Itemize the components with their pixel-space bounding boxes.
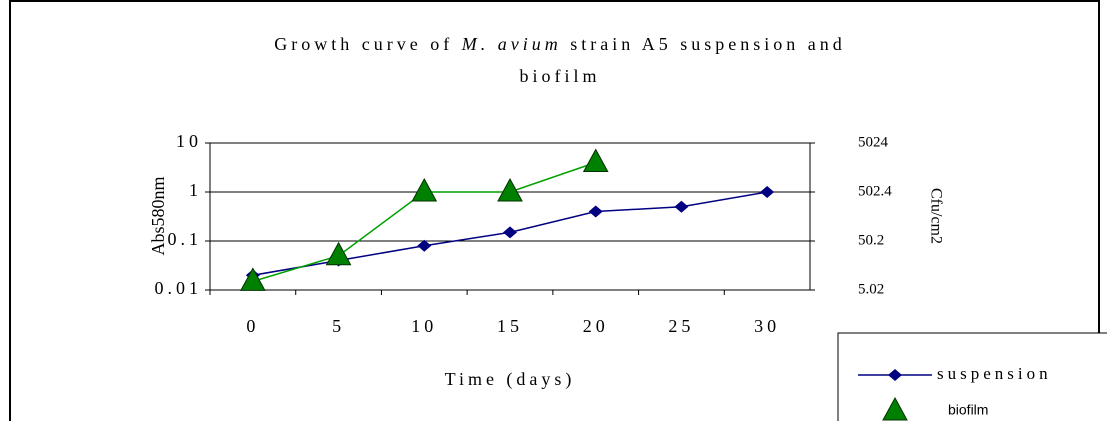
data-point bbox=[760, 186, 775, 198]
x-tick-label: 15 bbox=[497, 316, 523, 336]
y-tick-label: 10 bbox=[176, 131, 202, 151]
title-part: M. avium bbox=[461, 34, 562, 54]
y2-tick-label: 50.2 bbox=[858, 232, 884, 248]
x-axis-label: Time (days) bbox=[445, 369, 576, 390]
legend-label: suspension bbox=[937, 364, 1052, 383]
x-tick-label: 10 bbox=[411, 316, 437, 336]
chart-title: Growth curve of M. avium strain A5 suspe… bbox=[274, 34, 845, 54]
title-part: Growth curve of bbox=[274, 34, 461, 54]
y-tick-label: 0.01 bbox=[155, 278, 203, 298]
legend-marker bbox=[882, 396, 908, 421]
title-part: strain A5 suspension and bbox=[562, 34, 846, 54]
x-tick-label: 5 bbox=[332, 316, 345, 336]
legend-box bbox=[837, 332, 1107, 426]
legend-marker bbox=[888, 369, 902, 381]
data-point bbox=[417, 239, 432, 252]
data-point bbox=[325, 241, 352, 266]
data-point bbox=[503, 226, 517, 239]
x-tick-label: 25 bbox=[668, 316, 694, 336]
x-tick-label: 30 bbox=[754, 316, 780, 336]
y-tick-label: 1 bbox=[189, 180, 202, 200]
chart-title: biofilm bbox=[520, 66, 601, 86]
x-tick-label: 0 bbox=[246, 316, 259, 336]
legend-label: biofilm bbox=[948, 402, 988, 418]
y2-tick-label: 5.02 bbox=[858, 281, 884, 297]
y2-axis-label: Cfu/cm2 bbox=[927, 188, 944, 244]
y-axis-label: Abs580nm bbox=[148, 176, 168, 255]
data-point bbox=[240, 267, 266, 291]
y2-tick-label: 5024 bbox=[858, 134, 889, 150]
data-point bbox=[588, 205, 603, 218]
data-point bbox=[674, 200, 689, 213]
data-point bbox=[497, 177, 523, 202]
y2-tick-label: 502.4 bbox=[858, 183, 892, 199]
data-point bbox=[582, 148, 609, 172]
x-tick-label: 20 bbox=[583, 316, 609, 336]
y-tick-label: 0.1 bbox=[168, 229, 203, 249]
data-point bbox=[411, 177, 438, 202]
